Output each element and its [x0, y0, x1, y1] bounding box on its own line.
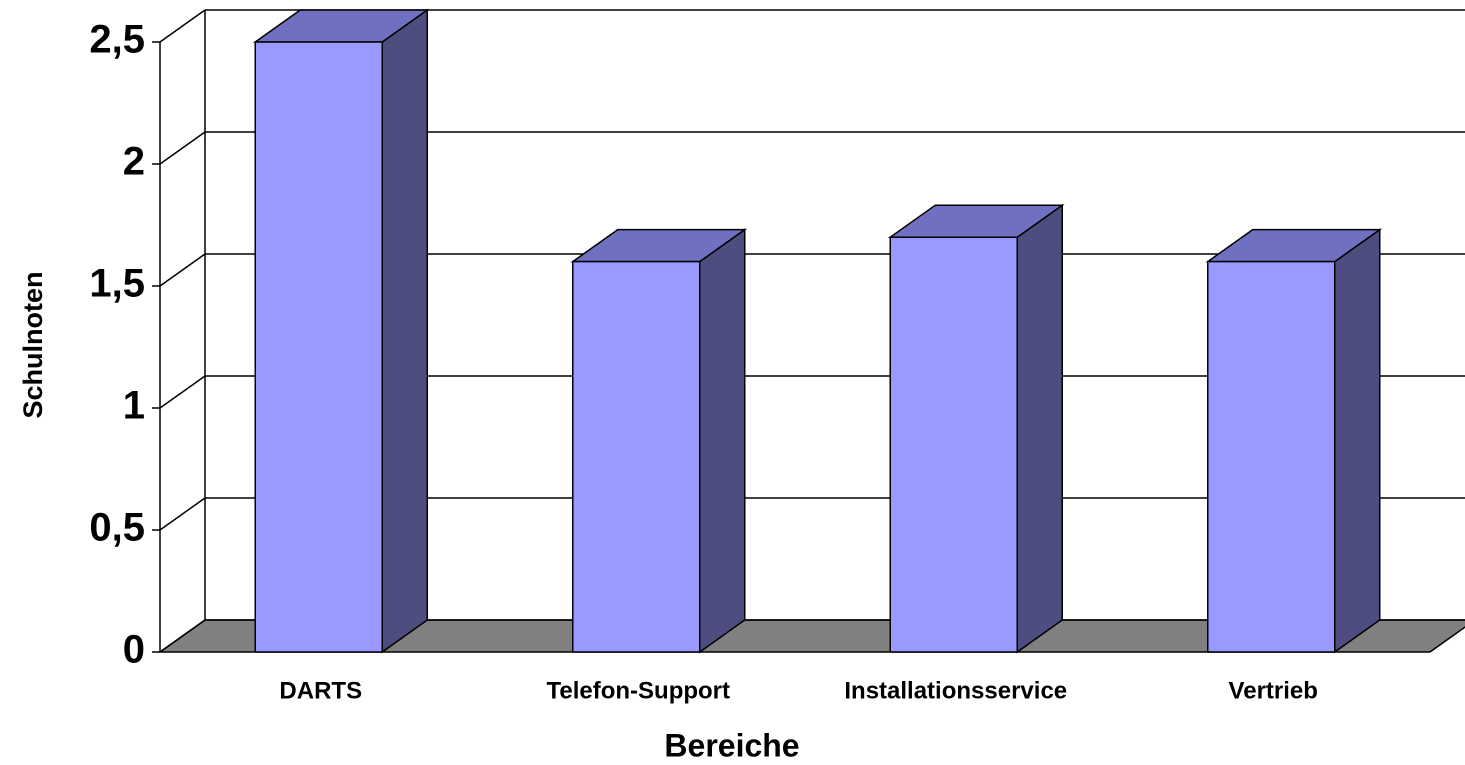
- depth-line: [159, 375, 206, 409]
- y-tick-label: 0,5: [89, 506, 145, 550]
- bar: [889, 236, 1018, 653]
- bar-side: [1016, 203, 1063, 654]
- depth-line: [159, 131, 206, 165]
- y-tick-label: 1: [123, 384, 145, 428]
- bar-side: [381, 8, 428, 654]
- depth-line: [159, 9, 206, 43]
- y-tick-label: 0: [123, 628, 145, 672]
- depth-line: [159, 619, 206, 653]
- depth-line: [159, 497, 206, 531]
- y-tick-label: 2: [123, 140, 145, 184]
- y-tick-label: 2,5: [89, 18, 145, 62]
- depth-line: [159, 253, 206, 287]
- x-tick-label: Vertrieb: [1229, 677, 1318, 704]
- bar-side: [1334, 228, 1381, 654]
- bar: [254, 41, 383, 653]
- y-axis-title: Schulnoten: [18, 272, 48, 419]
- x-tick-label: Telefon-Support: [546, 677, 730, 704]
- x-tick-label: Installationsservice: [844, 677, 1067, 704]
- bar-side: [699, 228, 746, 654]
- bar: [572, 260, 701, 653]
- x-tick-label: DARTS: [279, 677, 362, 704]
- y-tick-label: 1,5: [89, 262, 145, 306]
- x-axis-title: Bereiche: [664, 727, 799, 763]
- bar: [1207, 260, 1336, 653]
